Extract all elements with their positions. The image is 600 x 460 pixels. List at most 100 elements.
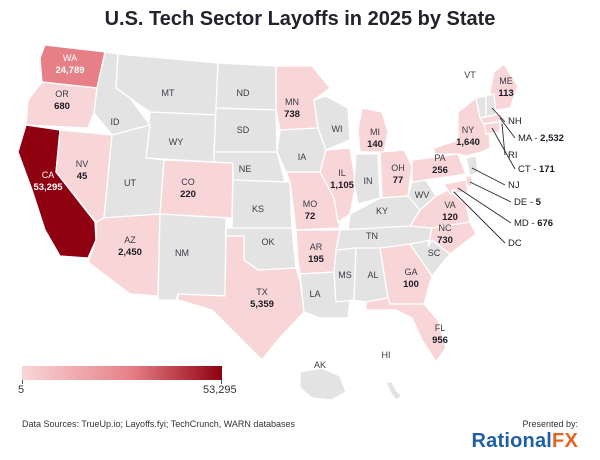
state-label-hi: HI	[382, 350, 391, 360]
state-value: 113	[498, 88, 513, 99]
state-abbr: IL	[338, 168, 346, 178]
state-label-oh: OH 77	[391, 163, 405, 186]
state-label-mo: MO 72	[303, 199, 318, 222]
state-value: 195	[308, 254, 325, 265]
state-value: 680	[54, 101, 70, 112]
callout-nh: NH	[508, 116, 522, 127]
state-label-al: AL	[367, 270, 378, 280]
callout-leaders	[453, 107, 516, 244]
state-abbr: GA	[404, 267, 417, 277]
state-label-ky: KY	[376, 206, 388, 216]
state-label-va: VA 120	[442, 200, 458, 223]
map-title: U.S. Tech Sector Layoffs in 2025 by Stat…	[104, 8, 496, 30]
state-hi	[385, 381, 403, 401]
state-label-il: IL 1,105	[330, 168, 354, 191]
state-label-ca: CA 53,295	[33, 170, 63, 193]
state-value: 956	[432, 335, 448, 346]
callout-ct: CT - 171	[518, 164, 556, 175]
northeast-small-states	[443, 93, 507, 195]
state-label-mt: MT	[162, 88, 175, 98]
state-label-co: CO 220	[180, 177, 196, 200]
state-label-ny: NY 1,640	[456, 125, 480, 148]
state-value: 77	[393, 175, 404, 186]
state-label-nc: NC 730	[437, 223, 453, 246]
state-label-nd: ND	[237, 88, 250, 98]
leader-line-de	[469, 181, 512, 203]
state-abbr: TN	[366, 231, 378, 241]
state-label-nm: NM	[175, 248, 189, 258]
state-abbr: NM	[175, 248, 189, 258]
state-label-mn: MN 738	[284, 97, 300, 120]
state-abbr: WV	[415, 190, 430, 200]
state-label-nv: NV 45	[76, 159, 89, 182]
state-label-ks: KS	[252, 204, 264, 214]
state-labels: WA 24,789 OR 680 CA 53,295 NV 45 ID MT WY UT CO 220 AZ…	[33, 53, 513, 370]
state-value: 1,640	[456, 137, 480, 148]
callout-md: MD - 676	[514, 218, 553, 229]
state-ms	[333, 247, 357, 303]
leader-line-nh	[491, 107, 506, 123]
presented-by-label: Presented by:	[522, 419, 578, 429]
state-value: 256	[432, 165, 448, 176]
state-label-ut: UT	[124, 178, 136, 188]
state-abbr: MT	[162, 88, 175, 98]
data-sources-note: Data Sources: TrueUp.io; Layoffs.fyi; Te…	[22, 419, 295, 429]
state-label-me: ME 113	[498, 76, 513, 99]
callout-ri: RI	[508, 150, 518, 161]
leader-line-dc	[453, 191, 506, 244]
brand-part-2: FX	[552, 430, 578, 452]
state-label-ak: AK	[314, 360, 326, 370]
state-abbr: KS	[252, 204, 264, 214]
state-pa	[411, 153, 467, 183]
state-value: 72	[305, 211, 316, 222]
state-abbr: TX	[256, 287, 268, 297]
state-tx	[177, 235, 305, 361]
leader-line-ct	[491, 127, 516, 170]
state-label-sd: SD	[237, 125, 250, 135]
state-label-ar: AR 195	[308, 242, 325, 265]
state-label-ga: GA 100	[403, 267, 419, 290]
state-label-mi: MI 140	[367, 127, 383, 150]
state-abbr: NY	[462, 125, 475, 135]
state-in	[353, 153, 381, 205]
state-value: 2,450	[118, 247, 142, 258]
state-label-wy: WY	[169, 137, 184, 147]
state-label-ne: NE	[239, 164, 252, 174]
leader-line-nj	[471, 167, 506, 186]
state-value: 730	[437, 235, 453, 246]
state-abbr: MN	[285, 97, 299, 107]
state-abbr: UT	[124, 178, 136, 188]
state-abbr: MO	[303, 199, 318, 209]
state-abbr: IN	[364, 176, 373, 186]
state-label-ok: OK	[261, 237, 274, 247]
state-ar	[295, 229, 341, 275]
state-nh	[485, 93, 497, 119]
state-label-ms: MS	[338, 270, 352, 280]
state-wi	[313, 95, 351, 151]
callout-ma: MA - 2,532	[518, 133, 564, 144]
state-abbr: WA	[63, 53, 77, 63]
state-abbr: OR	[55, 89, 69, 99]
state-me	[489, 63, 519, 111]
state-abbr: ID	[111, 117, 121, 127]
state-label-fl: FL 956	[432, 323, 448, 346]
state-value: 45	[77, 171, 88, 182]
leader-line-md	[457, 187, 512, 224]
state-co	[159, 159, 234, 219]
state-nj	[465, 155, 479, 177]
state-shapes	[17, 44, 519, 401]
state-abbr: MI	[370, 127, 380, 137]
state-abbr: MS	[338, 270, 352, 280]
state-abbr: ND	[237, 88, 250, 98]
state-abbr: ME	[499, 76, 513, 86]
state-abbr: AK	[314, 360, 326, 370]
state-value: 24,789	[55, 65, 84, 76]
brand-logo: RationalFX	[472, 430, 578, 453]
state-value: 1,105	[330, 180, 354, 191]
state-fl	[365, 297, 447, 363]
state-ia	[276, 127, 327, 173]
legend-min-label: 5	[18, 384, 25, 396]
state-value: 140	[367, 139, 383, 150]
state-abbr: LA	[309, 289, 320, 299]
